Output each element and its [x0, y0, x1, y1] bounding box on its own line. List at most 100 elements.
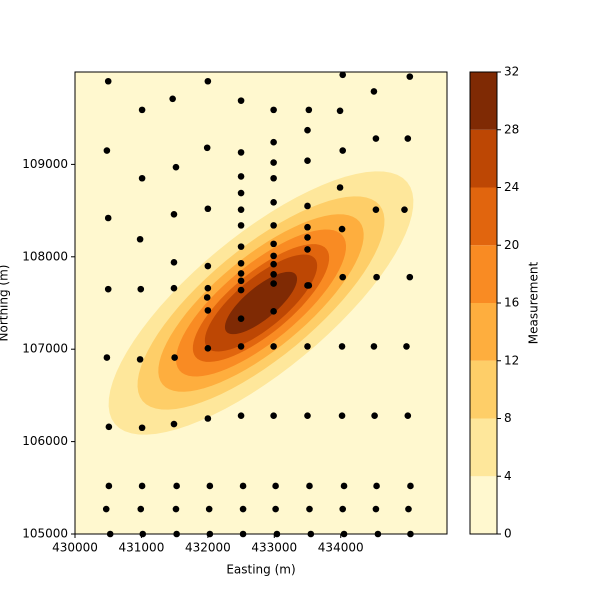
sample-point — [105, 482, 113, 490]
sample-point — [237, 173, 245, 180]
x-tick-label: 433000 — [251, 541, 297, 555]
plot-area — [75, 72, 447, 534]
colorbar-label: Measurement — [527, 262, 541, 345]
sample-point — [270, 280, 277, 287]
sample-point — [204, 415, 212, 422]
sample-point — [304, 157, 311, 165]
sample-point — [270, 198, 277, 206]
sample-point — [237, 189, 245, 197]
sample-point — [104, 285, 112, 293]
sample-point — [270, 138, 277, 146]
x-tick-label: 434000 — [318, 541, 364, 555]
sample-point — [138, 174, 146, 182]
sample-point — [304, 412, 311, 420]
sample-point — [338, 343, 346, 350]
sample-point — [304, 126, 311, 134]
y-tick-label: 107000 — [22, 342, 68, 356]
sample-point — [304, 234, 311, 241]
x-axis-label: Easting (m) — [226, 563, 295, 577]
sample-point — [270, 174, 277, 182]
sample-point — [270, 308, 277, 315]
sample-point — [270, 271, 277, 278]
sample-point — [237, 259, 245, 267]
sample-point — [401, 206, 408, 213]
colorbar-band — [470, 129, 497, 188]
sample-point — [339, 147, 347, 154]
sample-point — [205, 505, 213, 513]
sample-point — [407, 482, 414, 490]
sample-point — [304, 282, 311, 289]
y-axis-label: Northing (m) — [0, 265, 11, 342]
axes-frame — [74, 71, 448, 535]
sample-point — [170, 420, 178, 428]
colorbar-band — [470, 245, 497, 303]
sample-point — [304, 202, 311, 210]
y-tick-label: 109000 — [22, 157, 68, 171]
colorbar-tick-label: 24 — [504, 180, 519, 194]
sample-point — [237, 277, 245, 285]
sample-point — [136, 235, 144, 243]
sample-point — [406, 73, 414, 80]
sample-point — [204, 77, 212, 85]
sample-point — [340, 482, 348, 490]
sample-point — [404, 135, 412, 142]
sample-point — [372, 505, 380, 513]
sample-point — [272, 482, 279, 490]
sample-point — [370, 343, 378, 350]
sample-point — [105, 423, 113, 431]
sample-point — [170, 259, 178, 266]
sample-point — [237, 149, 245, 156]
sample-point — [304, 343, 311, 350]
colorbar-tick-label: 8 — [504, 411, 512, 425]
sample-point — [270, 240, 277, 248]
colorbar-band — [470, 418, 497, 477]
sample-point — [336, 184, 344, 191]
sample-point — [104, 77, 112, 85]
sample-point — [138, 424, 146, 432]
sample-point — [170, 284, 178, 292]
sample-point — [371, 412, 378, 420]
sample-point — [237, 286, 245, 294]
sample-point — [373, 273, 380, 281]
sample-point — [237, 343, 245, 350]
y-tick-label: 108000 — [22, 249, 68, 263]
sample-point — [171, 354, 178, 361]
sample-point — [270, 106, 277, 114]
colorbar-tick-label: 32 — [504, 65, 519, 79]
sample-point — [237, 270, 245, 277]
sample-point — [336, 107, 344, 115]
sample-point — [404, 412, 412, 420]
sample-point — [304, 246, 311, 253]
sample-point — [237, 315, 245, 323]
sample-point — [339, 273, 347, 281]
sample-point — [104, 214, 112, 222]
sample-point — [173, 482, 180, 490]
sample-point — [136, 356, 144, 363]
colorbar-tick-label: 28 — [504, 122, 519, 136]
sample-point — [172, 163, 180, 171]
sample-point — [338, 412, 346, 420]
sample-point — [204, 344, 212, 352]
sample-point — [270, 159, 277, 166]
colorbar-tick-label: 20 — [504, 238, 519, 252]
points — [102, 71, 414, 538]
x-tick-label: 432000 — [185, 541, 231, 555]
sample-point — [304, 223, 311, 231]
sample-point — [170, 210, 178, 218]
sample-point — [405, 505, 412, 513]
sample-point — [204, 205, 212, 213]
sample-point — [138, 106, 146, 114]
sample-point — [103, 147, 111, 154]
colorbar-tick-label: 0 — [504, 527, 512, 541]
sample-point — [237, 243, 245, 250]
sample-point — [204, 262, 212, 270]
sample-point — [239, 505, 247, 513]
colorbar-band — [470, 476, 497, 534]
sample-point — [239, 482, 247, 490]
colorbar-frame — [469, 71, 498, 535]
sample-point — [373, 482, 380, 490]
sample-point — [206, 482, 214, 490]
sample-point — [372, 206, 380, 213]
sample-point — [306, 505, 313, 513]
sample-point — [103, 354, 111, 361]
